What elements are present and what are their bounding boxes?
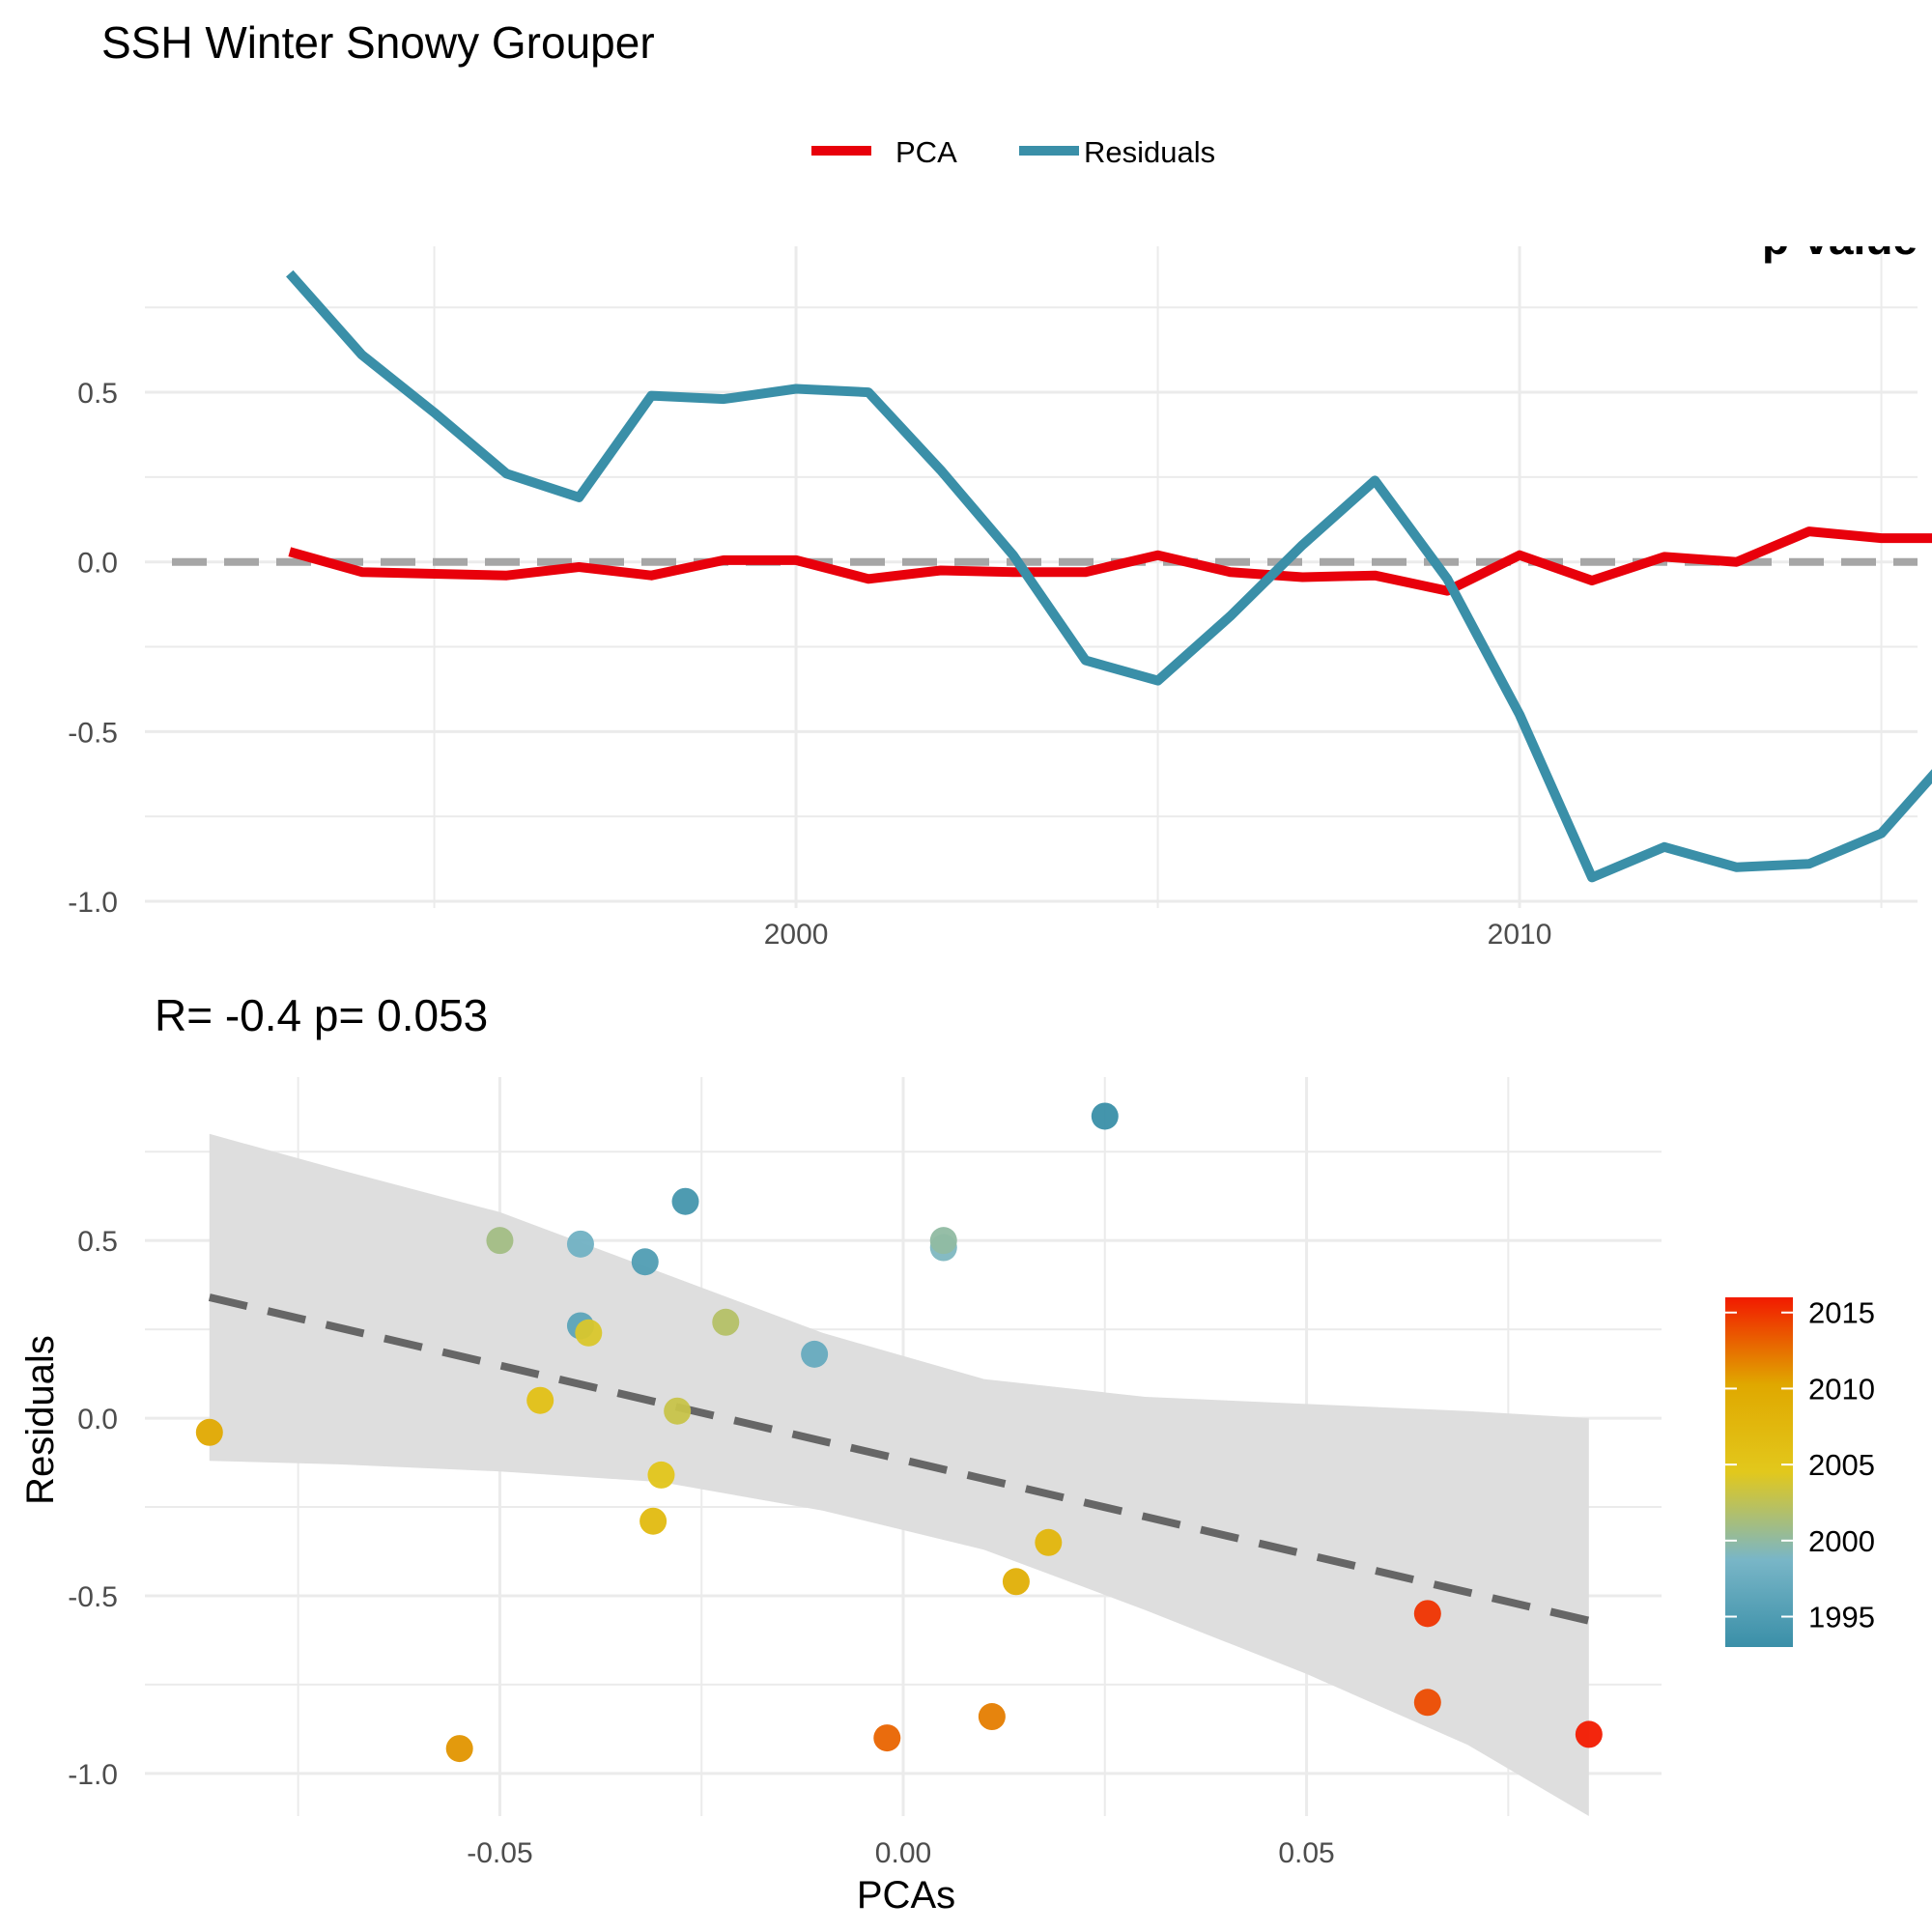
x-tick-label: 2000 <box>764 919 829 951</box>
y-tick-label: -1.0 <box>68 1759 118 1791</box>
x-axis-title: PCAs <box>857 1874 955 1917</box>
y-axis-title: Residuals <box>19 1335 62 1505</box>
scatter-point <box>1002 1568 1030 1596</box>
scatter-point <box>566 1230 594 1258</box>
colorbar-ticks: 1995 2000 2005 2010 2015 <box>1725 1296 1875 1634</box>
scatter-panel-x-ticks: -0.05 0.00 0.05 <box>467 1837 1334 1869</box>
legend-label-pca: PCA <box>895 135 957 169</box>
colorbar-gradient <box>1725 1297 1793 1647</box>
scatter-point <box>801 1340 829 1368</box>
scatter-panel-title: R= -0.4 p= 0.053 <box>155 990 488 1040</box>
x-tick-label: 2010 <box>1488 919 1552 951</box>
colorbar-tick-label: 2000 <box>1808 1524 1875 1558</box>
scatter-point <box>631 1248 659 1276</box>
scatter-point <box>647 1461 675 1489</box>
scatter-point <box>929 1227 957 1255</box>
x-tick-label: 0.05 <box>1278 1837 1334 1869</box>
scatter-points <box>195 1102 1603 1763</box>
legend-key-pca <box>811 146 871 156</box>
scatter-point <box>526 1386 554 1414</box>
colorbar-tick-label: 2015 <box>1808 1296 1875 1330</box>
scatter-point <box>664 1397 692 1425</box>
y-tick-label: 0.0 <box>77 548 118 580</box>
scatter-point <box>639 1507 668 1535</box>
year-colorbar: 1995 2000 2005 2010 2015 <box>1725 1296 1875 1647</box>
scatter-point <box>671 1187 699 1215</box>
scatter-point <box>1413 1600 1441 1628</box>
scatter-point <box>575 1319 603 1347</box>
line-panel: -1.0 -0.5 0.0 0.5 2000 2010 p-value <box>68 213 1932 951</box>
y-tick-label: 0.5 <box>77 1226 118 1258</box>
colorbar-tick-label: 2010 <box>1808 1372 1875 1406</box>
confidence-band <box>209 1133 1589 1816</box>
legend-label-residuals: Residuals <box>1084 135 1215 169</box>
line-panel-series <box>286 270 1932 883</box>
x-tick-label: -0.05 <box>467 1837 532 1869</box>
legend-key-residuals <box>1019 146 1079 156</box>
legend: PCA Residuals <box>811 135 1215 169</box>
line-panel-x-ticks: 2000 2010 <box>764 919 1552 951</box>
scatter-panel: R= -0.4 p= 0.053 -1.0 -0.5 0.0 0.5 -0.05 0.0… <box>19 990 1662 1917</box>
y-tick-label: -0.5 <box>68 717 118 749</box>
figure-title: SSH Winter Snowy Grouper <box>101 17 655 68</box>
x-tick-label: 0.00 <box>875 1837 931 1869</box>
scatter-point <box>486 1227 514 1255</box>
scatter-point <box>1091 1102 1119 1130</box>
line-panel-corner-text: p-value <box>1762 213 1918 264</box>
scatter-point <box>978 1703 1006 1731</box>
scatter-point <box>1413 1689 1441 1717</box>
series-line-pca <box>288 526 1932 596</box>
scatter-point <box>712 1308 740 1336</box>
y-tick-label: -0.5 <box>68 1581 118 1613</box>
colorbar-tick-label: 1995 <box>1808 1601 1875 1634</box>
scatter-point <box>1575 1720 1603 1748</box>
colorbar-tick-label: 2005 <box>1808 1448 1875 1482</box>
series-line-residuals <box>286 270 1932 883</box>
line-panel-y-ticks: -1.0 -0.5 0.0 0.5 <box>68 378 118 919</box>
scatter-panel-y-ticks: -1.0 -0.5 0.0 0.5 <box>68 1226 118 1791</box>
y-tick-label: -1.0 <box>68 887 118 919</box>
y-tick-label: 0.0 <box>77 1404 118 1435</box>
scatter-point <box>1035 1528 1063 1556</box>
y-tick-label: 0.5 <box>77 378 118 410</box>
scatter-point <box>873 1724 901 1752</box>
scatter-point <box>445 1735 473 1763</box>
scatter-point <box>195 1418 223 1446</box>
